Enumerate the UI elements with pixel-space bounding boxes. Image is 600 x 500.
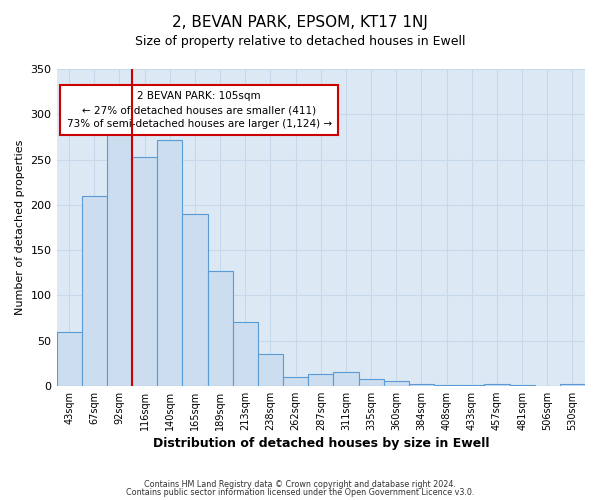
- Bar: [434, 385, 459, 386]
- Bar: [56, 332, 82, 386]
- Text: 2, BEVAN PARK, EPSOM, KT17 1NJ: 2, BEVAN PARK, EPSOM, KT17 1NJ: [172, 15, 428, 30]
- Text: Contains HM Land Registry data © Crown copyright and database right 2024.: Contains HM Land Registry data © Crown c…: [144, 480, 456, 489]
- Bar: [484, 384, 509, 386]
- Bar: [107, 130, 132, 386]
- Bar: [208, 271, 233, 386]
- Bar: [560, 384, 585, 386]
- Text: Contains public sector information licensed under the Open Government Licence v3: Contains public sector information licen…: [126, 488, 474, 497]
- Bar: [359, 378, 383, 386]
- Y-axis label: Number of detached properties: Number of detached properties: [15, 140, 25, 315]
- Bar: [334, 372, 359, 386]
- Text: Size of property relative to detached houses in Ewell: Size of property relative to detached ho…: [135, 35, 465, 48]
- Bar: [459, 385, 484, 386]
- Bar: [409, 384, 434, 386]
- Bar: [182, 214, 208, 386]
- Bar: [283, 377, 308, 386]
- Bar: [82, 196, 107, 386]
- Text: 2 BEVAN PARK: 105sqm
← 27% of detached houses are smaller (411)
73% of semi-deta: 2 BEVAN PARK: 105sqm ← 27% of detached h…: [67, 91, 332, 129]
- Bar: [308, 374, 334, 386]
- Bar: [233, 322, 258, 386]
- Bar: [383, 382, 409, 386]
- Bar: [509, 385, 535, 386]
- Bar: [258, 354, 283, 386]
- Bar: [132, 157, 157, 386]
- X-axis label: Distribution of detached houses by size in Ewell: Distribution of detached houses by size …: [152, 437, 489, 450]
- Bar: [157, 140, 182, 386]
